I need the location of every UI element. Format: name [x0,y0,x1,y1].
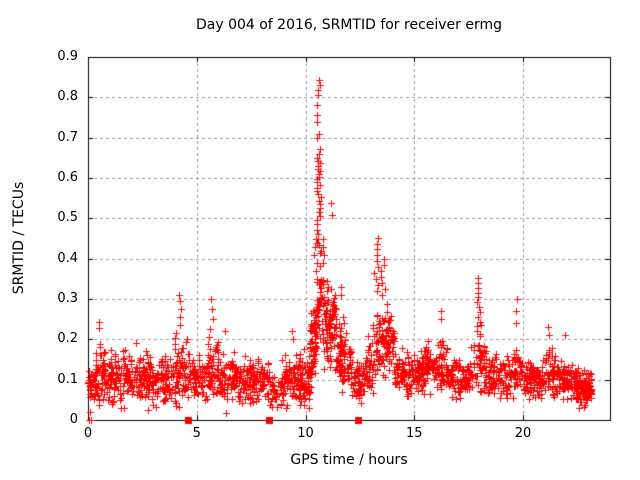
x-tick-label: 10 [297,426,314,441]
chart-title: Day 004 of 2016, SRMTID for receiver erm… [195,17,503,33]
y-tick-label: 0.3 [57,291,78,306]
y-tick-label: 0.8 [57,89,78,105]
y-tick-label: 0.9 [57,49,78,64]
x-tick-label: 15 [405,426,423,441]
y-tick-label: 0.4 [57,250,78,266]
x-tick-label: 20 [514,426,532,441]
y-tick-label: 0.6 [57,170,78,185]
y-tick-label: 0 [69,412,78,427]
y-axis-label: SRMTID / TECUs [11,181,27,295]
y-tick-label: 0.1 [57,371,78,387]
x-axis-label: GPS time / hours [290,452,408,468]
x-tick-label: 0 [83,426,93,441]
y-tick-label: 0.5 [57,210,78,226]
y-tick-label: 0.7 [57,129,78,145]
y-tick-label: 0.2 [57,331,78,347]
x-tick-label: 5 [192,426,201,441]
